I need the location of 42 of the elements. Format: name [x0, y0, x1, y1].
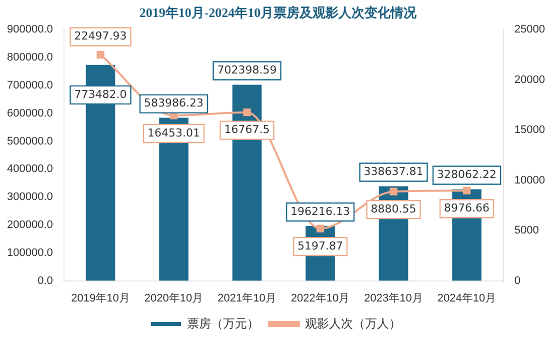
data-label: 16453.01: [148, 126, 200, 140]
data-label: 773482.0: [74, 88, 127, 101]
point: [390, 188, 398, 196]
y2-tick-label: 5000: [514, 224, 539, 237]
data-label: 8976.66: [444, 201, 490, 214]
legend-label: 票房（万元）: [187, 316, 259, 330]
point: [462, 186, 471, 194]
x-tick-label: 2022年10月: [290, 292, 350, 304]
y2-tick-label: 20000: [514, 74, 546, 86]
y-tick-label: 800000.0: [6, 52, 53, 64]
y2-tick-label: 0: [514, 274, 521, 287]
data-label: 583986.23: [144, 96, 204, 110]
x-tick-label: 2020年10月: [144, 292, 204, 304]
data-label: 16767.5: [224, 123, 270, 136]
y2-tick-label: 25000: [514, 24, 546, 36]
x-tick-label: 2023年10月: [364, 292, 423, 304]
x-tick-label: 2019年10月: [71, 292, 130, 304]
x-tick-label: 2024年10月: [437, 292, 496, 304]
data-label: 338637.81: [364, 165, 424, 178]
y-tick-label: 900000.0: [6, 24, 53, 36]
y2-tick-label: 15000: [514, 124, 546, 136]
x-tick-label: 2021年10月: [218, 292, 276, 304]
point: [316, 224, 324, 232]
y-tick-label: 500000.0: [6, 135, 53, 148]
data-label: 328062.22: [437, 168, 497, 182]
chart-title: 2019年10月-2024年10月票房及观影人次变化情况: [138, 4, 418, 22]
y2-tick-label: 10000: [514, 174, 546, 186]
y-tick-label: 100000.0: [6, 246, 53, 259]
y-tick-label: 300000.0: [6, 191, 53, 204]
data-label: 196216.13: [290, 204, 350, 218]
y-tick-label: 200000.0: [6, 219, 53, 232]
data-label: 702398.59: [217, 64, 277, 77]
legend-label: 观影人次（万人）: [305, 316, 401, 330]
y-tick-label: 600000.0: [6, 107, 53, 120]
point: [243, 108, 251, 116]
data-label: 22497.93: [74, 30, 127, 43]
y-tick-label: 400000.0: [6, 163, 53, 176]
data-label: 8880.55: [370, 202, 416, 216]
data-label: 5197.87: [298, 239, 344, 252]
point: [96, 50, 104, 59]
y-tick-label: 700000.0: [6, 79, 53, 92]
y-tick-label: 0.0: [38, 274, 53, 287]
